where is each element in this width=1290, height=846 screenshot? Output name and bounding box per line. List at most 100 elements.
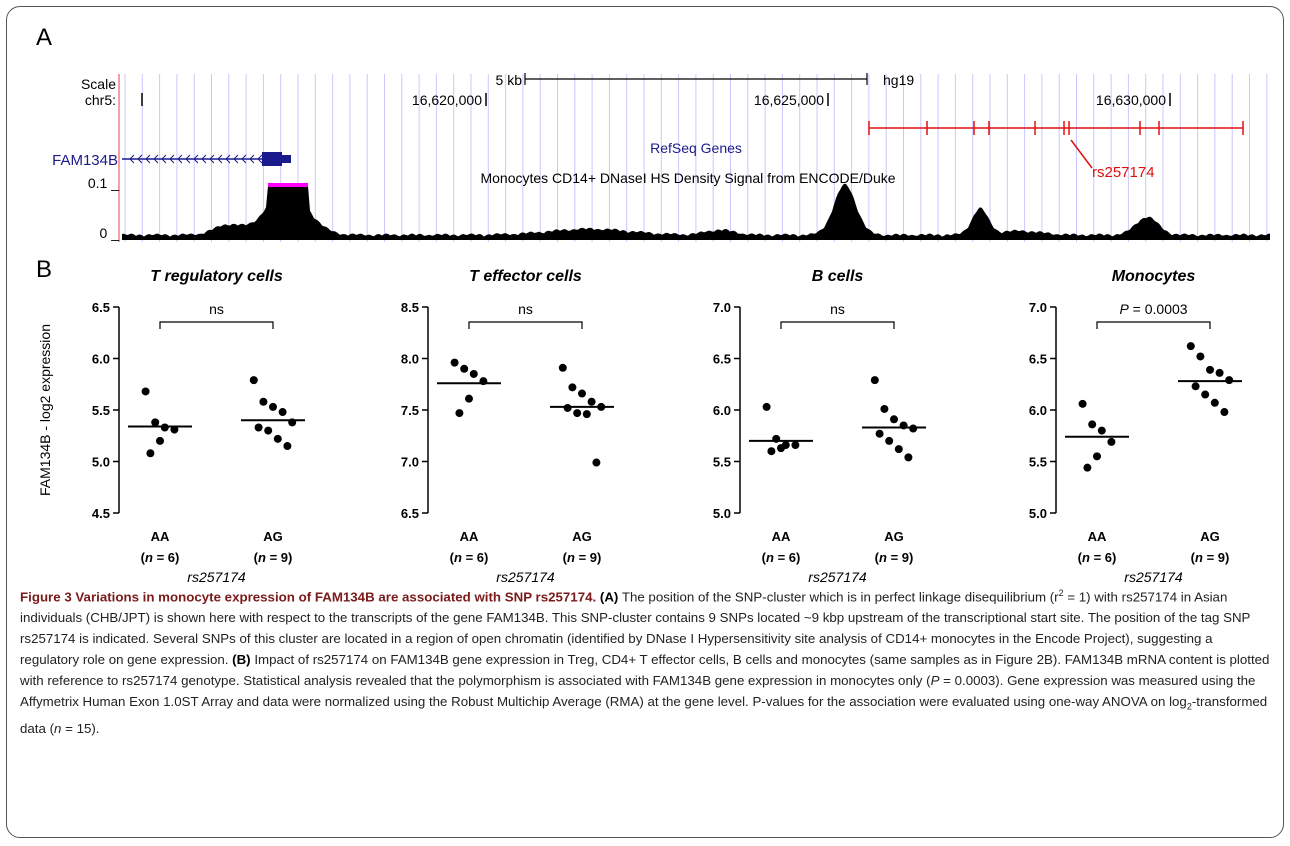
y-tick-label: 5.5: [92, 403, 110, 418]
scale-label: Scale: [81, 76, 116, 92]
n-value: = 9): [266, 550, 292, 565]
category-label: AG: [884, 529, 904, 544]
gene-label: FAM134B: [52, 152, 118, 169]
y-tick-label: 6.5: [92, 300, 110, 315]
data-point: [885, 436, 894, 445]
y-tick-label: 6.0: [1029, 403, 1047, 418]
data-point: [909, 424, 918, 433]
data-point: [592, 458, 601, 467]
n-value: = 6): [462, 550, 488, 565]
n-value: = 6): [1090, 550, 1116, 565]
caption-a-label: (A): [599, 589, 619, 605]
data-point: [875, 429, 884, 438]
caption-a-text-2: = 1) with rs257174 in Asian individuals …: [20, 589, 1251, 668]
category-label: AA: [460, 529, 479, 544]
data-point: [469, 369, 478, 378]
data-point: [254, 423, 263, 432]
n-open: (: [762, 550, 767, 565]
n-label: (n = 6): [1078, 550, 1117, 565]
n-label: (n = 6): [762, 550, 801, 565]
strand-arrow: [169, 154, 175, 164]
y-tick-label: 6.0: [92, 352, 110, 367]
strand-arrow: [161, 154, 167, 164]
strand-arrow: [137, 154, 143, 164]
data-point: [1225, 376, 1234, 385]
n-value: = 6): [153, 550, 179, 565]
data-point: [1210, 398, 1219, 407]
data-point: [273, 434, 282, 443]
significance-bracket: [468, 321, 583, 329]
strand-arrow: [217, 154, 223, 164]
y-tick-label: 7.5: [401, 403, 419, 418]
y-tick-label: 6.5: [401, 506, 419, 521]
n-value: = 9): [887, 550, 913, 565]
caption-b-n: n: [54, 721, 62, 737]
x-axis-label: rs257174: [808, 569, 867, 585]
data-point: [151, 418, 160, 427]
category-label: AG: [572, 529, 592, 544]
position-marks: 16,620,000 16,625,000 16,630,000: [412, 92, 1171, 108]
caption-title: Figure 3 Variations in monocyte expressi…: [20, 589, 597, 605]
n-symbol: n: [567, 550, 575, 565]
refseq-track-label: RefSeq Genes: [650, 140, 742, 156]
caption-b-text-1: Impact of rs257174 on FAM134B gene expre…: [20, 652, 1270, 689]
signal-clip-mark: [268, 183, 308, 187]
n-symbol: n: [879, 550, 887, 565]
n-open: (: [875, 550, 880, 565]
data-point: [573, 409, 582, 418]
y-tick-label: 5.5: [1029, 455, 1047, 470]
p-symbol: P: [1119, 301, 1129, 317]
p-value: = 0.0003: [1129, 301, 1188, 317]
y-tick-label: 7.0: [713, 300, 731, 315]
data-point: [587, 397, 596, 406]
y-tick-label: 7.0: [401, 455, 419, 470]
strand-arrow: [233, 154, 239, 164]
n-symbol: n: [145, 550, 153, 565]
category-label: AG: [263, 529, 283, 544]
data-point: [777, 444, 785, 453]
data-point: [767, 447, 776, 456]
data-point: [278, 408, 287, 417]
n-open: (: [563, 550, 568, 565]
n-open: (: [1191, 550, 1196, 565]
y-tick-label: 8.5: [401, 300, 419, 315]
dnase-ymax-label: 0.1 _: [88, 175, 119, 191]
data-point: [259, 397, 268, 406]
strand-arrow: [209, 154, 215, 164]
n-label: (n = 6): [141, 550, 180, 565]
data-point: [762, 402, 771, 411]
data-point: [1186, 342, 1195, 351]
assembly-label: hg19: [883, 72, 914, 88]
data-point: [269, 402, 277, 411]
n-label: (n = 6): [450, 550, 489, 565]
data-point: [904, 453, 913, 462]
n-symbol: n: [1195, 550, 1203, 565]
data-point: [558, 363, 567, 372]
data-point: [1088, 420, 1097, 429]
strand-arrow: [257, 154, 263, 164]
significance-bracket: [1096, 321, 1211, 329]
y-tick-label: 7.0: [1029, 300, 1047, 315]
data-point: [890, 415, 898, 424]
strand-arrow: [177, 154, 183, 164]
data-point: [578, 389, 586, 398]
significance-bracket: [780, 321, 895, 329]
dnase-ymin-label: 0 _: [100, 225, 120, 241]
scatter-panel: T regulatory cells 4.5 5.0 5.5 6.0 6.5 ns AA (n …: [92, 268, 305, 585]
plot-title: T effector cells: [469, 268, 582, 285]
data-point: [264, 426, 273, 435]
data-point: [563, 403, 572, 412]
chrom-label: chr5:: [85, 92, 116, 108]
data-point: [1206, 365, 1214, 374]
strand-arrow: [129, 154, 135, 164]
category-label: AA: [772, 529, 791, 544]
data-point: [170, 425, 179, 434]
data-point: [1220, 408, 1229, 417]
position-label: 16,630,000: [1096, 92, 1166, 108]
genome-browser: Scale chr5: 5 kb hg19 16,620,000 16,625,0…: [52, 72, 1270, 242]
caption-b-p: P: [930, 673, 940, 689]
data-point: [455, 409, 464, 418]
